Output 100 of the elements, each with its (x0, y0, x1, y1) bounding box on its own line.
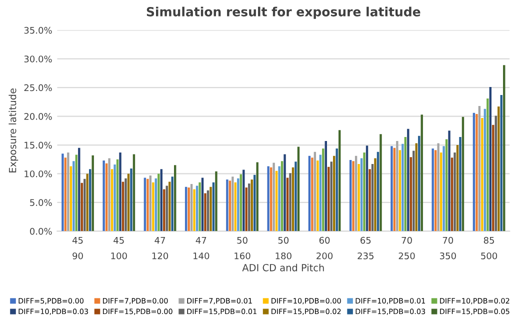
x-tick-label: 65 235 (358, 236, 374, 260)
bar (78, 148, 80, 232)
bar (484, 108, 486, 232)
bar (198, 182, 201, 232)
bar (324, 140, 327, 232)
bar (196, 186, 198, 232)
y-tick-label: 30.0% (24, 56, 52, 62)
x-tick-label: 60 200 (316, 236, 333, 260)
bar (415, 143, 418, 232)
bar (476, 114, 478, 232)
bar (105, 163, 108, 232)
bar (358, 164, 360, 232)
bar (188, 188, 190, 232)
bar (322, 148, 324, 232)
bar (275, 170, 278, 232)
bar (454, 152, 456, 232)
y-tick-label: 15.0% (24, 142, 52, 149)
bar (286, 178, 289, 232)
bar (297, 146, 300, 232)
bar (349, 160, 352, 232)
bar (160, 169, 162, 232)
bar (402, 144, 404, 232)
chart-title: Simulation result for exposure latitude (146, 6, 420, 19)
y-tick-label: 0.0% (30, 228, 52, 235)
bar (380, 134, 382, 232)
bar (122, 182, 124, 232)
bar (119, 152, 122, 232)
bar (64, 158, 67, 232)
bar (478, 106, 481, 232)
bar (67, 152, 70, 232)
bar (124, 178, 127, 232)
bar (110, 169, 114, 232)
bar (363, 152, 366, 232)
bar (86, 174, 88, 232)
bar (190, 184, 193, 232)
x-tick-label: 70 250 (398, 236, 415, 260)
x-tick-label: 47 140 (194, 236, 210, 260)
bar (201, 178, 204, 232)
bar (270, 167, 272, 232)
bar (330, 162, 332, 232)
y-tick-label: 10.0% (24, 170, 52, 178)
x-tick-label: 85 500 (481, 236, 498, 260)
bar (144, 178, 146, 232)
bar (420, 114, 423, 232)
bar (116, 159, 119, 232)
bar (500, 95, 502, 232)
bar (393, 148, 396, 232)
bar (368, 169, 371, 232)
bar (434, 150, 437, 232)
bar (489, 87, 492, 232)
bar (171, 176, 174, 232)
bar (498, 106, 500, 232)
bar (336, 148, 338, 232)
bar (254, 174, 256, 232)
y-tick-label: 5.0% (30, 199, 52, 206)
bar (459, 136, 462, 232)
x-axis-title: ADI CD and Pitch (242, 264, 324, 272)
bar (404, 136, 407, 232)
bar (289, 173, 292, 232)
bar (232, 176, 234, 232)
x-tick-label: 47 120 (152, 236, 168, 260)
bar (292, 167, 294, 232)
bar (311, 158, 314, 232)
y-axis-title: Exposure latitude (8, 88, 18, 172)
bar (149, 175, 152, 232)
bar (62, 154, 64, 232)
bar (352, 161, 354, 232)
bar (204, 193, 206, 232)
bar (228, 180, 232, 232)
bar (278, 166, 280, 232)
bar (319, 154, 322, 232)
bar (248, 183, 250, 232)
bar (84, 178, 86, 232)
bar (456, 145, 459, 232)
x-tick-label: 45 90 (72, 236, 83, 260)
bar (333, 156, 336, 232)
bar (267, 166, 270, 232)
bar (75, 154, 78, 232)
bar (360, 158, 363, 232)
bar (130, 168, 132, 232)
bar (390, 146, 393, 232)
bar (245, 188, 248, 232)
bar (206, 190, 210, 232)
bar (127, 174, 130, 232)
bar (108, 158, 110, 232)
bar (410, 157, 412, 232)
bar (250, 179, 253, 232)
bar (146, 178, 149, 232)
bar (72, 161, 75, 232)
bar (418, 136, 420, 232)
bar (294, 162, 297, 232)
bar (154, 178, 157, 232)
y-tick-label: 35.0% (24, 26, 52, 34)
bar (80, 182, 83, 232)
bar (492, 124, 494, 232)
bar (256, 162, 258, 232)
bar (445, 139, 448, 232)
bar (374, 158, 376, 232)
bar (398, 150, 402, 232)
bar (212, 182, 215, 232)
